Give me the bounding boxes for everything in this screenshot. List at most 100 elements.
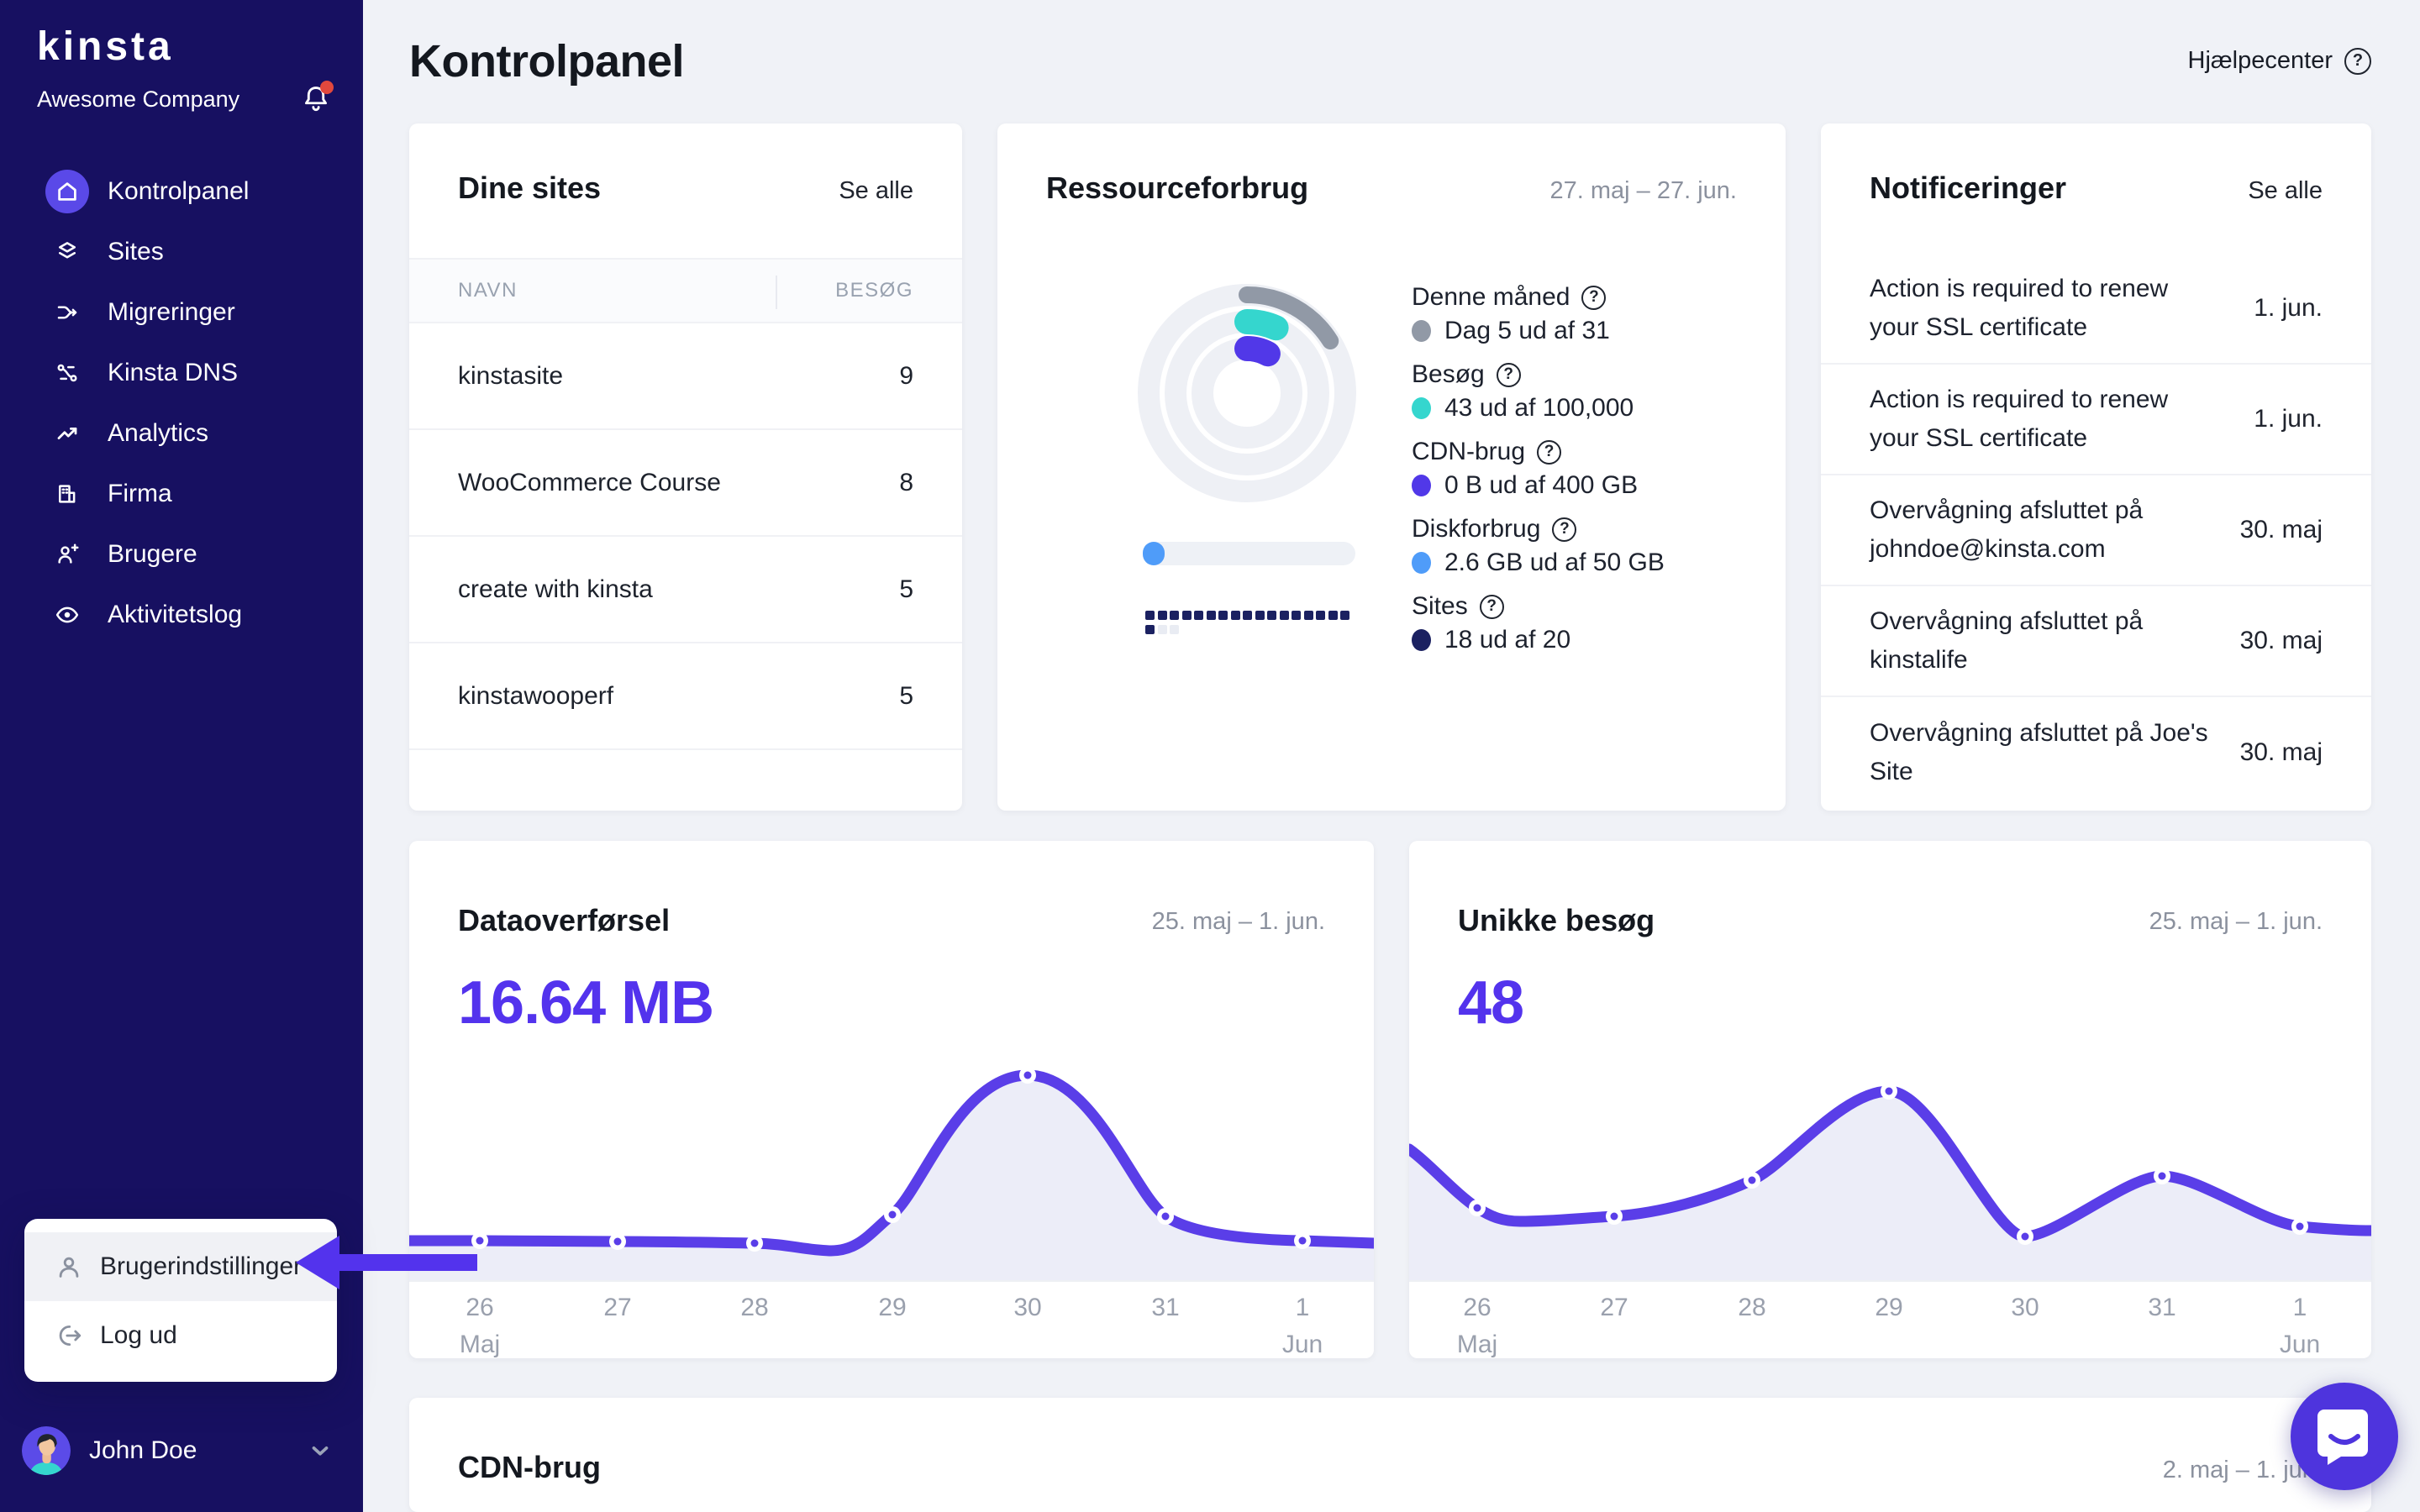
card-data-transfer: Dataoverførsel 25. maj – 1. jun. 16.64 M… (409, 841, 1374, 1358)
list-item[interactable]: Action is required to renew your SSL cer… (1821, 365, 2371, 475)
data-points (471, 1067, 1311, 1252)
sidebar-nav: Kontrolpanel Sites Migreringer Kinsta DN… (0, 161, 363, 645)
x-tick: 29 (1875, 1294, 1903, 1321)
user-plus-icon (58, 543, 79, 564)
see-all-notifications-link[interactable]: Se alle (2248, 177, 2323, 204)
card-your-sites: Dine sites Se alle NAVN BESØG kinstasite… (409, 123, 962, 811)
x-tick: 31 (1151, 1294, 1180, 1321)
column-divider (776, 276, 777, 309)
menu-item-logout[interactable]: Log ud (24, 1301, 337, 1370)
help-icon[interactable]: ? (1581, 285, 1607, 310)
logout-icon (59, 1325, 82, 1347)
date-range: 27. maj – 27. jun. (1549, 177, 1737, 204)
help-center-link[interactable]: Hjælpecenter ? (2188, 47, 2371, 75)
x-tick-month: Maj (459, 1331, 501, 1358)
column-header-visits: BESØG (835, 279, 913, 302)
x-tick: 30 (2011, 1294, 2039, 1321)
site-visits: 5 (899, 575, 913, 603)
kinsta-logo[interactable]: kinsta (37, 24, 174, 69)
chat-support-button[interactable] (2291, 1383, 2398, 1490)
disk-usage-bar (1143, 542, 1355, 565)
avatar (22, 1426, 71, 1475)
resource-usage-donut-chart (1138, 284, 1356, 502)
card-title: Dine sites (458, 171, 602, 205)
x-tick-month: Maj (1456, 1331, 1498, 1358)
legend-dot (1412, 320, 1431, 342)
site-name: WooCommerce Course (458, 468, 721, 496)
sidebar-item-kontrolpanel[interactable]: Kontrolpanel (0, 161, 363, 222)
notification-date: 1. jun. (2254, 405, 2323, 433)
table-row[interactable]: kinstasite 9 (409, 323, 962, 430)
page-title: Kontrolpanel (409, 36, 685, 87)
x-tick: 26 (1463, 1294, 1491, 1321)
menu-item-label: Brugerindstillinger (100, 1252, 302, 1280)
x-tick: 1 (1295, 1294, 1310, 1321)
user-account-button[interactable]: John Doe (0, 1421, 363, 1480)
sidebar-item-migreringer[interactable]: Migreringer (0, 282, 363, 343)
table-row[interactable]: kinstawooperf 5 (409, 643, 962, 750)
table-row[interactable]: WooCommerce Course 8 (409, 430, 962, 537)
x-tick-month: Jun (1281, 1331, 1323, 1358)
card-title: CDN-brug (458, 1450, 601, 1484)
legend-value: Dag 5 ud af 31 (1444, 317, 1610, 344)
list-item[interactable]: Overvågning afsluttet på Joe's Site 30. … (1821, 697, 2371, 808)
menu-item-label: Log ud (100, 1321, 177, 1349)
help-icon[interactable]: ? (1479, 594, 1504, 619)
x-axis: 26 27 28 29 30 31 1 Maj Jun (1409, 1280, 2371, 1358)
sidebar-item-brugere[interactable]: Brugere (0, 524, 363, 585)
sites-table-header: NAVN BESØG (409, 258, 962, 323)
sidebar-item-aktivitetslog[interactable]: Aktivitetslog (0, 585, 363, 645)
list-item[interactable]: Overvågning afsluttet på kinstalife 30. … (1821, 586, 2371, 697)
legend-dot (1412, 475, 1431, 496)
sidebar-item-label: Aktivitetslog (108, 601, 243, 628)
unread-badge (320, 81, 334, 94)
legend-group-visits: Besøg? 43 ud af 100,000 (1412, 359, 1665, 424)
site-visits: 9 (899, 361, 913, 390)
data-transfer-line-chart (409, 1067, 1374, 1280)
notifications-bell-button[interactable] (297, 81, 334, 118)
legend-dot (1412, 552, 1431, 574)
sidebar-item-kinsta-dns[interactable]: Kinsta DNS (0, 343, 363, 403)
legend-dot (1412, 629, 1431, 651)
legend-value: 18 ud af 20 (1444, 626, 1571, 654)
data-points (1469, 1083, 2308, 1245)
help-icon[interactable]: ? (1537, 439, 1562, 465)
card-cdn-usage: CDN-brug 2. maj – 1. jun. (409, 1398, 2371, 1512)
legend-group-month: Denne måned? Dag 5 ud af 31 (1412, 281, 1665, 347)
date-range: 25. maj – 1. jun. (2149, 908, 2323, 935)
x-axis: 26 27 28 29 30 31 1 Maj Jun (409, 1280, 1374, 1358)
date-range: 25. maj – 1. jun. (1151, 908, 1325, 935)
home-icon (58, 182, 76, 201)
legend-label: Sites (1412, 592, 1468, 620)
legend-label: Denne måned (1412, 283, 1570, 311)
data-transfer-total: 16.64 MB (458, 969, 714, 1037)
site-visits: 5 (899, 681, 913, 710)
month-progress-arc (1239, 286, 1339, 349)
sidebar-item-label: Migreringer (108, 298, 235, 326)
x-tick: 26 (466, 1294, 494, 1321)
card-title: Ressourceforbrug (1046, 171, 1309, 205)
card-title: Unikke besøg (1458, 903, 1655, 937)
sidebar-item-sites[interactable]: Sites (0, 222, 363, 282)
unique-visits-total: 48 (1458, 969, 1524, 1037)
sidebar-item-firma[interactable]: Firma (0, 464, 363, 524)
route-icon (57, 364, 77, 382)
legend-label: Diskforbrug (1412, 515, 1541, 543)
sidebar-item-analytics[interactable]: Analytics (0, 403, 363, 464)
list-item[interactable]: Action is required to renew your SSL cer… (1821, 254, 2371, 365)
sidebar: kinsta Awesome Company Kontrolpanel Site… (0, 0, 363, 1512)
user-icon (59, 1257, 79, 1278)
help-icon[interactable]: ? (1552, 517, 1577, 542)
legend-value: 2.6 GB ud af 50 GB (1444, 549, 1665, 576)
notification-date: 30. maj (2239, 738, 2323, 766)
list-item[interactable]: Overvågning afsluttet på johndoe@kinsta.… (1821, 475, 2371, 586)
notification-text: Action is required to renew your SSL cer… (1870, 275, 2169, 341)
see-all-sites-link[interactable]: Se alle (839, 177, 913, 204)
cdn-arc (1234, 335, 1281, 367)
layers-icon (59, 242, 76, 259)
site-visits: 8 (899, 468, 913, 496)
legend-label: Besøg (1412, 360, 1485, 388)
table-row[interactable]: create with kinsta 5 (409, 537, 962, 643)
help-icon[interactable]: ? (1496, 362, 1521, 387)
menu-item-user-settings[interactable]: Brugerindstillinger (24, 1232, 337, 1301)
